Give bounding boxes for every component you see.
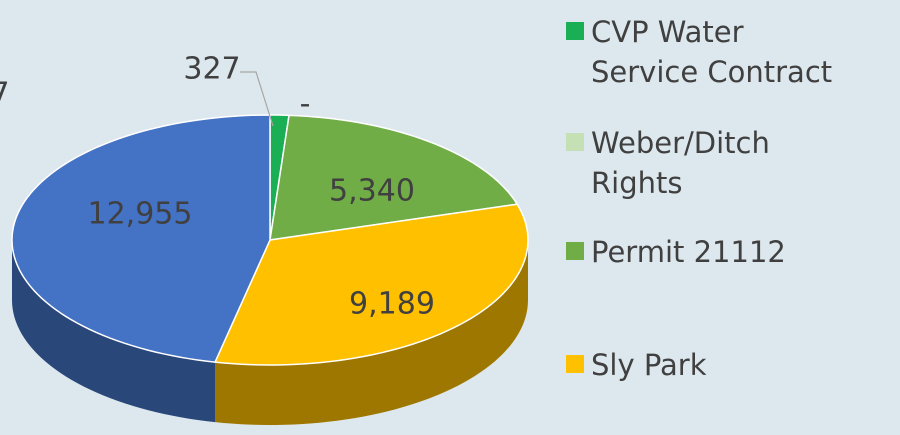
legend-label: Weber/Ditch Rights: [591, 126, 770, 200]
legend-item: Weber/Ditch Rights: [566, 123, 841, 203]
data-label: 9,189: [349, 287, 435, 322]
annotation: 7: [0, 77, 10, 112]
legend-swatch: [566, 242, 584, 260]
slice: [11, 114, 271, 363]
leader-line: [240, 71, 274, 127]
slice-side: [12, 240, 216, 423]
slice: [269, 114, 518, 241]
data-label: 327: [183, 52, 240, 87]
legend-item: Permit 21112: [566, 232, 841, 272]
legend-swatch: [566, 355, 584, 373]
data-label: 5,340: [329, 174, 415, 209]
legend-swatch: [566, 22, 584, 40]
data-label: 12,955: [88, 197, 193, 232]
slice-side: [215, 240, 528, 425]
slice: [214, 203, 529, 366]
data-label: -: [300, 87, 311, 122]
legend-swatch: [566, 133, 584, 151]
legend-label: Sly Park: [591, 348, 707, 382]
pie-chart: 327 - 5,340 9,189 12,955 7: [0, 52, 529, 425]
legend-label: Permit 21112: [591, 235, 786, 269]
legend-label: CVP Water Service Contract: [591, 15, 833, 89]
legend-item: CVP Water Service Contract: [566, 12, 841, 92]
legend-item: Sly Park: [566, 345, 841, 385]
